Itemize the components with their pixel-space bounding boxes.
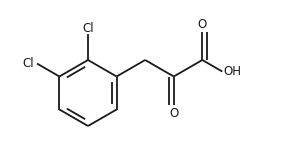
Text: O: O — [169, 107, 178, 120]
Text: Cl: Cl — [22, 56, 33, 70]
Text: Cl: Cl — [82, 22, 94, 35]
Text: O: O — [198, 18, 207, 31]
Text: OH: OH — [223, 65, 241, 78]
